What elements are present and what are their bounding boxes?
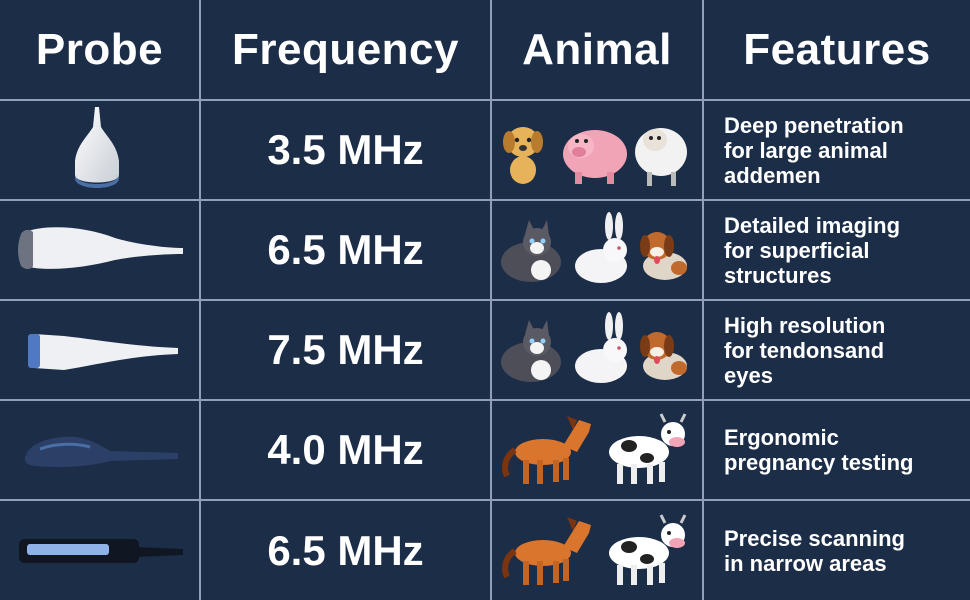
animals-cell bbox=[492, 501, 704, 600]
frequency-value: 7.5 MHz bbox=[201, 301, 492, 401]
features-line: Ergonomic bbox=[724, 425, 839, 450]
animals-cell bbox=[492, 101, 704, 201]
dog-icon bbox=[503, 127, 543, 184]
cat-icon bbox=[501, 220, 561, 282]
header-frequency: Frequency bbox=[201, 0, 492, 101]
animal-icons bbox=[502, 513, 687, 585]
pig-icon bbox=[563, 130, 627, 184]
dog-icon bbox=[640, 332, 687, 380]
frequency-value: 3.5 MHz bbox=[201, 101, 492, 201]
linear-probe-icon bbox=[27, 334, 178, 370]
probe-cell bbox=[0, 101, 201, 201]
frequency-value: 4.0 MHz bbox=[201, 401, 492, 501]
features-line: High resolution bbox=[724, 312, 886, 338]
animals-cell bbox=[492, 401, 704, 501]
probe-cell bbox=[0, 301, 201, 401]
features-line: Precise scanning bbox=[724, 525, 905, 551]
animal-icons bbox=[503, 127, 687, 186]
animal-icons bbox=[501, 312, 687, 383]
probe-cell bbox=[0, 201, 201, 301]
probe-cell bbox=[0, 401, 201, 501]
features-line: structures bbox=[724, 262, 832, 288]
features-line: Deep penetration bbox=[724, 112, 904, 138]
cow-icon bbox=[609, 413, 687, 484]
features-text: Deep penetration for large animal addeme… bbox=[704, 101, 970, 201]
features-line: for tendonsand bbox=[724, 337, 885, 363]
features-line: for large animal bbox=[724, 137, 888, 163]
features-line: addemen bbox=[724, 162, 821, 188]
header-features: Features bbox=[704, 0, 970, 101]
features-text: High resolution for tendonsand eyes bbox=[704, 301, 970, 401]
probe-cell bbox=[0, 501, 201, 600]
features-text: Precise scanning in narrow areas bbox=[704, 501, 970, 600]
features-line: in narrow areas bbox=[724, 550, 887, 576]
horse-icon bbox=[502, 516, 591, 585]
microconvex-probe-icon bbox=[17, 227, 183, 269]
frequency-value: 6.5 MHz bbox=[201, 201, 492, 301]
rabbit-icon bbox=[575, 312, 627, 383]
features-line: for superficial bbox=[724, 237, 870, 263]
animal-icons bbox=[501, 212, 687, 283]
rectal-probe-icon bbox=[24, 436, 178, 468]
features-line: pregnancy testing bbox=[724, 450, 914, 475]
frequency-value: 6.5 MHz bbox=[201, 501, 492, 600]
header-animal: Animal bbox=[492, 0, 704, 101]
features-line: Detailed imaging bbox=[724, 212, 901, 238]
horse-icon bbox=[502, 416, 591, 484]
rabbit-icon bbox=[575, 212, 627, 283]
rectal-linear-probe-icon bbox=[18, 538, 183, 563]
convex-probe-icon bbox=[74, 107, 119, 188]
dog-icon bbox=[640, 232, 687, 280]
animals-cell bbox=[492, 301, 704, 401]
features-text: Detailed imaging for superficial structu… bbox=[704, 201, 970, 301]
sheep-icon bbox=[635, 128, 687, 186]
animal-icons bbox=[502, 413, 687, 484]
features-line: eyes bbox=[724, 362, 773, 388]
animals-cell bbox=[492, 201, 704, 301]
cow-icon bbox=[609, 513, 687, 585]
header-probe: Probe bbox=[0, 0, 201, 101]
features-text: Ergonomic pregnancy testing bbox=[704, 401, 970, 501]
cat-icon bbox=[501, 320, 561, 382]
